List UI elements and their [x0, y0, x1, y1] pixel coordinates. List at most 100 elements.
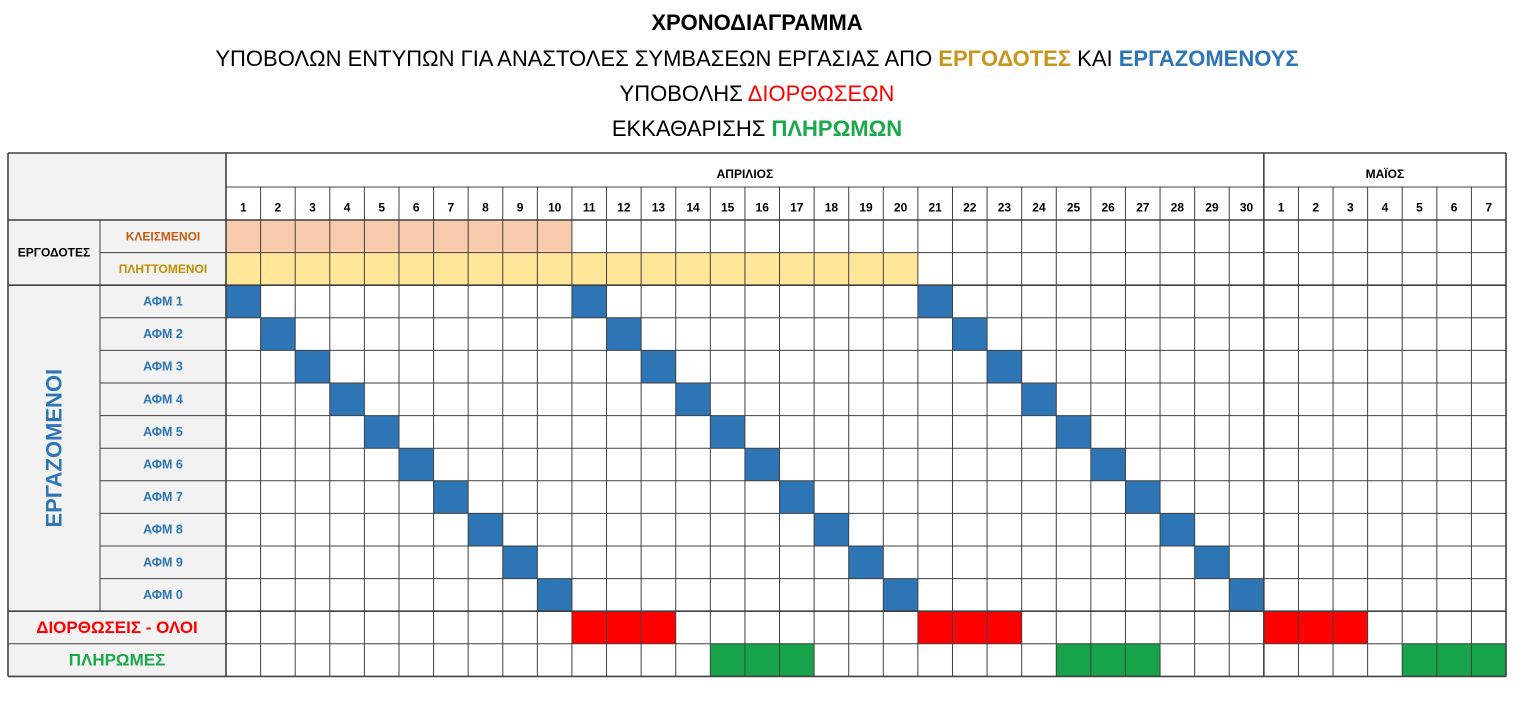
employer-row-label: ΚΛΕΙΣΜΕΝΟΙ	[126, 229, 201, 243]
employer-fill-cell	[295, 220, 330, 253]
employers-group-label: ΕΡΓΟΔΟΤΕΣ	[18, 246, 90, 260]
afm-fill-cell	[710, 415, 745, 449]
afm-fill-cell	[398, 448, 434, 481]
employer-fill-cell	[710, 252, 745, 286]
afm-fill-cell	[606, 317, 642, 351]
payment-fill-cell	[1402, 643, 1437, 677]
afm-fill-cell	[1125, 480, 1161, 514]
day-number: 16	[756, 201, 770, 215]
employer-fill-cell	[329, 252, 365, 286]
employer-fill-cell	[260, 220, 296, 253]
employer-row-label: ΠΛΗΤΤΟΜΕΝΟΙ	[119, 262, 207, 276]
correction-fill-cell	[1298, 611, 1334, 644]
payment-fill-cell	[1436, 643, 1472, 677]
day-number: 4	[344, 201, 351, 215]
afm-row-label: ΑΦΜ 2	[143, 327, 183, 341]
afm-row-label: ΑΦΜ 1	[143, 295, 183, 309]
header-corner	[8, 153, 226, 220]
employer-fill-cell	[468, 220, 503, 253]
afm-fill-cell	[1194, 546, 1230, 579]
employer-fill-cell	[502, 220, 538, 253]
day-number: 23	[998, 201, 1012, 215]
correction-fill-cell	[641, 611, 676, 644]
afm-fill-cell	[502, 546, 538, 579]
afm-fill-cell	[814, 513, 849, 546]
day-number: 27	[1136, 201, 1150, 215]
corrections-row-label: ΔΙΟΡΘΩΣΕΙΣ - ΟΛΟΙ	[36, 618, 198, 637]
day-number: 3	[309, 201, 316, 215]
day-number: 4	[1382, 201, 1389, 215]
employer-fill-cell	[537, 220, 572, 253]
afm-row-label: ΑΦΜ 6	[143, 458, 183, 472]
subtitle-and: ΚΑΙ	[1071, 46, 1119, 71]
afm-row-label: ΑΦΜ 9	[143, 555, 183, 569]
employer-fill-cell	[675, 252, 711, 286]
employer-fill-cell	[744, 252, 780, 286]
day-number: 11	[583, 201, 596, 215]
subtitle-line-submissions: ΥΠΟΒΟΛΩΝ ΕΝΤΥΠΩΝ ΓΙΑ ΑΝΑΣΤΟΛΕΣ ΣΥΜΒΑΣΕΩΝ…	[0, 46, 1514, 72]
afm-fill-cell	[1056, 415, 1091, 449]
afm-fill-cell	[1021, 383, 1057, 416]
employer-fill-cell	[398, 252, 434, 286]
month-label: ΑΠΡΙΛΙΟΣ	[717, 167, 774, 181]
correction-fill-cell	[917, 611, 953, 644]
payments-row-label: ΠΛΗΡΩΜΕΣ	[69, 651, 166, 670]
afm-fill-cell	[571, 285, 607, 318]
day-number: 20	[894, 201, 908, 215]
afm-fill-cell	[1160, 513, 1195, 546]
day-number: 7	[1485, 201, 1492, 215]
day-number: 5	[378, 201, 385, 215]
day-number: 6	[413, 201, 420, 215]
employer-fill-cell	[226, 220, 261, 253]
afm-fill-cell	[295, 350, 330, 383]
employer-fill-cell	[364, 252, 399, 286]
correction-fill-cell	[952, 611, 988, 644]
day-number: 13	[652, 201, 666, 215]
payment-fill-cell	[779, 643, 815, 677]
afm-row-label: ΑΦΜ 8	[143, 523, 183, 537]
employer-fill-cell	[848, 252, 884, 286]
afm-fill-cell	[848, 546, 884, 579]
subtitle-corrections: ΔΙΟΡΘΩΣΕΩΝ	[747, 81, 895, 106]
payment-fill-cell	[1090, 643, 1126, 677]
subtitle-payments-prefix: ΕΚΚΑΘΑΡΙΣΗΣ	[611, 116, 772, 141]
afm-row-label: ΑΦΜ 7	[143, 490, 183, 504]
day-number: 15	[721, 201, 735, 215]
day-number: 10	[548, 201, 562, 215]
day-number: 22	[963, 201, 977, 215]
employer-fill-cell	[295, 252, 330, 286]
afm-fill-cell	[744, 448, 780, 481]
subtitle-employers: ΕΡΓΟΔΟΤΕΣ	[938, 46, 1072, 71]
day-number: 28	[1171, 201, 1185, 215]
correction-fill-cell	[606, 611, 642, 644]
day-number: 30	[1240, 201, 1254, 215]
afm-fill-cell	[226, 285, 261, 318]
day-number: 6	[1451, 201, 1458, 215]
afm-fill-cell	[329, 383, 365, 416]
afm-fill-cell	[1090, 448, 1126, 481]
day-number: 29	[1205, 201, 1219, 215]
day-number: 8	[482, 201, 489, 215]
subtitle-corrections-prefix: ΥΠΟΒΟΛΗΣ	[619, 81, 748, 106]
afm-fill-cell	[917, 285, 953, 318]
employer-fill-cell	[433, 252, 469, 286]
day-number: 19	[859, 201, 873, 215]
day-number: 14	[686, 201, 700, 215]
day-number: 1	[1278, 201, 1285, 215]
employer-fill-cell	[468, 252, 503, 286]
day-number: 26	[1101, 201, 1115, 215]
afm-row-label: ΑΦΜ 5	[143, 425, 183, 439]
day-number: 12	[617, 201, 631, 215]
employer-fill-cell	[398, 220, 434, 253]
afm-row-label: ΑΦΜ 0	[143, 588, 183, 602]
day-number: 1	[240, 201, 247, 215]
employer-fill-cell	[537, 252, 572, 286]
payment-fill-cell	[1125, 643, 1161, 677]
afm-row-label: ΑΦΜ 4	[143, 392, 183, 406]
employees-group-label: ΕΡΓΑΖΟΜΕΝΟΙ	[42, 369, 67, 528]
employer-fill-cell	[260, 252, 296, 286]
afm-fill-cell	[641, 350, 676, 383]
day-number: 18	[825, 201, 839, 215]
employer-fill-cell	[814, 252, 849, 286]
